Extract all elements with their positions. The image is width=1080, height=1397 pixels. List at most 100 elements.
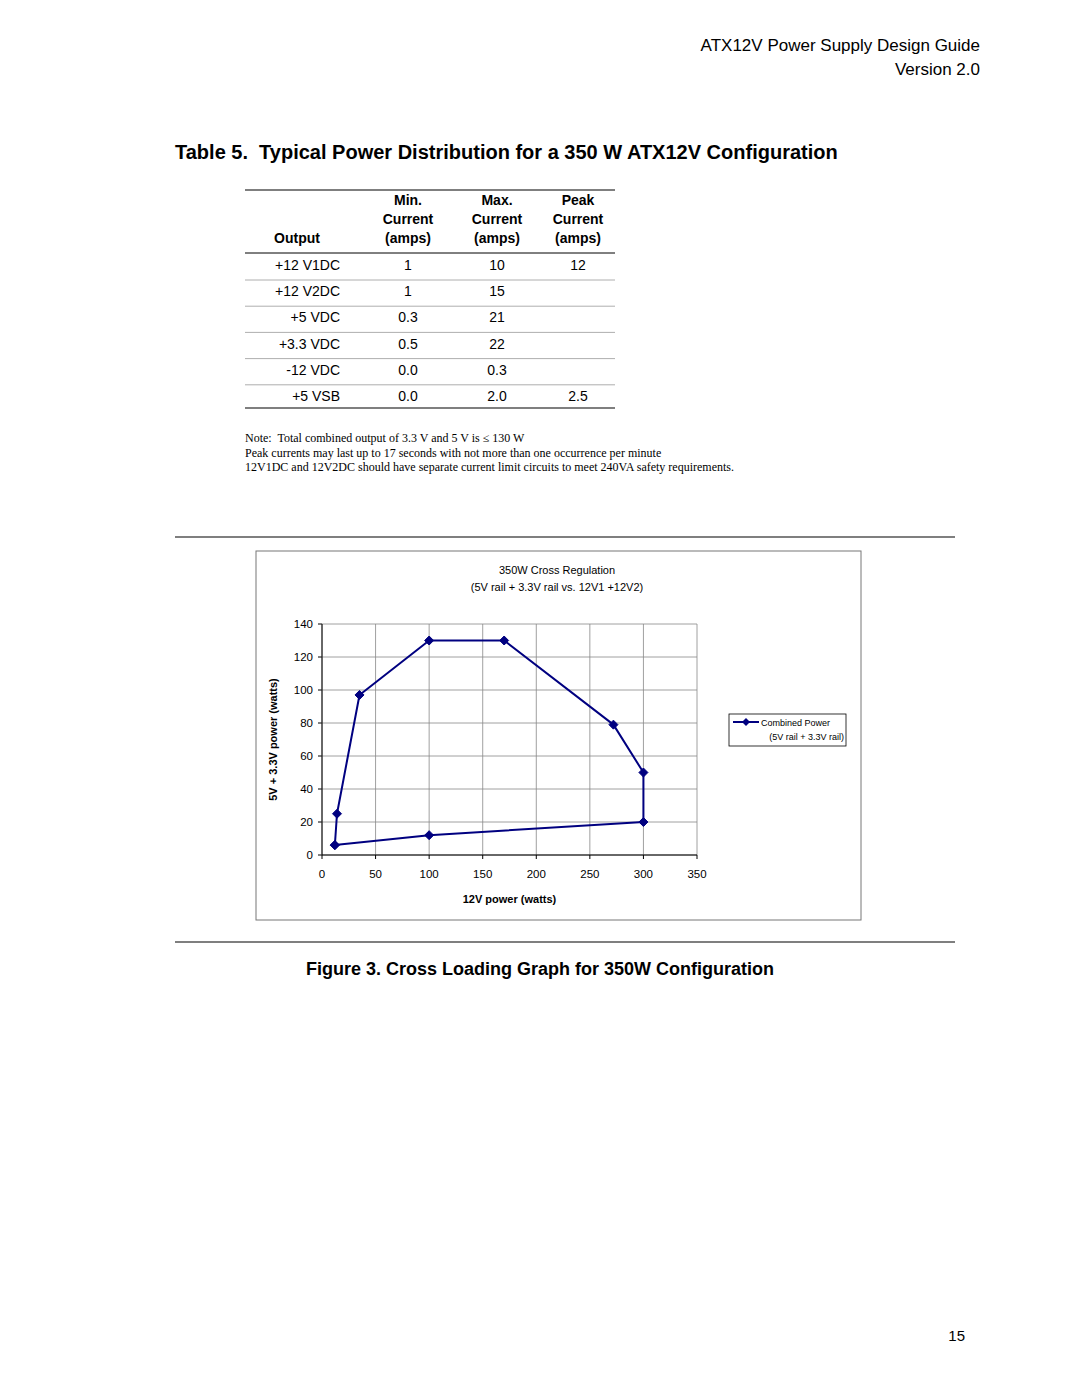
data-point [639,818,648,827]
tick-mark [536,855,537,859]
data-point [609,720,618,729]
table-cell: 12 [570,257,586,273]
table-rule [245,280,615,281]
tick-label: 80 [300,717,313,729]
table-cell: 0.3 [398,309,418,325]
chart-frame [256,551,861,920]
series-line [335,641,644,846]
tick-label: 300 [634,868,653,880]
y-axis-label: 5V + 3.3V power (watts) [267,678,279,801]
data-point [355,690,364,699]
data-point [425,636,434,645]
column-header: Peak [562,192,595,208]
tick-mark [697,855,698,859]
plot-area [330,636,648,850]
data-point [500,636,509,645]
legend-label: Combined Power (5V rail + 3.3V rail) [761,718,844,742]
column-header: (amps) [555,230,601,246]
tick-mark [643,855,644,859]
grid-line [375,624,376,855]
row-label: +5 VSB [292,388,340,404]
table-cell: 22 [489,336,505,352]
tick-label: 20 [300,816,313,828]
grid-line [322,657,697,658]
header-title: ATX12V Power Supply Design Guide [701,36,980,55]
x-axis-label: 12V power (watts) [463,893,557,905]
tick-mark [318,657,322,658]
tick-mark [589,855,590,859]
row-label: -12 VDC [286,362,340,378]
tick-mark [429,855,430,859]
row-label: +12 V1DC [275,257,340,273]
table-cell: 15 [489,283,505,299]
table-cell: 1 [404,283,412,299]
y-axis [322,624,323,855]
grid-line [322,723,697,724]
page-number: 15 [948,1327,965,1344]
table-rule [245,358,615,359]
grid-line [429,624,430,855]
table-cell: 0.0 [398,362,418,378]
data-point [425,831,434,840]
note: Peak currents may last up to 17 seconds … [245,446,661,460]
grid-line [322,624,323,855]
column-header: (amps) [385,230,431,246]
column-header: Current [472,211,523,227]
grid-line [322,789,697,790]
table-cell: 2.0 [487,388,507,404]
figure-rule [175,536,955,537]
column-header: Current [383,211,434,227]
tick-label: 0 [319,868,325,880]
grid-line [697,624,698,855]
grid-line [589,624,590,855]
tick-mark [482,855,483,859]
row-label: +12 V2DC [275,283,340,299]
figure-caption: Figure 3. Cross Loading Graph for 350W C… [306,959,774,979]
grid-line [322,855,697,856]
chart-title: 350W Cross Regulation [499,564,615,576]
table-cell: 2.5 [568,388,588,404]
page: ATX12V Power Supply Design GuideVersion … [0,0,1080,1397]
tick-mark [318,624,322,625]
column-header: Min. [394,192,422,208]
tick-label: 150 [473,868,492,880]
tick-label: 60 [300,750,313,762]
data-point [330,841,339,850]
row-label: +3.3 VDC [279,336,340,352]
table-cell: 0.3 [487,362,507,378]
tick-label: 200 [527,868,546,880]
tick-label: 0 [307,849,313,861]
grid-line [536,624,537,855]
tick-mark [318,690,322,691]
legend-line: Combined Power [761,718,830,728]
table-cell: 0.5 [398,336,418,352]
note: Note: Total combined output of 3.3 V and… [245,431,525,445]
tick-label: 50 [369,868,382,880]
grid-line [482,624,483,855]
legend-line: (5V rail + 3.3V rail) [769,732,844,742]
grid-line [322,756,697,757]
tick-label: 120 [294,651,313,663]
table-rule [245,253,615,254]
table-cell: 1 [404,257,412,273]
data-point [639,768,648,777]
x-axis [322,855,697,856]
grid-line [322,690,697,691]
tick-label: 100 [420,868,439,880]
tick-mark [322,855,323,859]
table-cell: 0.0 [398,388,418,404]
tick-label: 250 [580,868,599,880]
column-header: Max. [481,192,512,208]
data-point [333,809,342,818]
tick-label: 100 [294,684,313,696]
note: 12V1DC and 12V2DC should have separate c… [245,460,734,474]
column-header: Output [274,230,320,246]
table-rule [245,189,615,190]
table-rule [245,384,615,385]
tick-label: 140 [294,618,313,630]
tick-label: 350 [687,868,706,880]
tick-mark [318,723,322,724]
data-point [330,841,339,850]
table-rule [245,306,615,307]
grid-line [322,624,697,625]
